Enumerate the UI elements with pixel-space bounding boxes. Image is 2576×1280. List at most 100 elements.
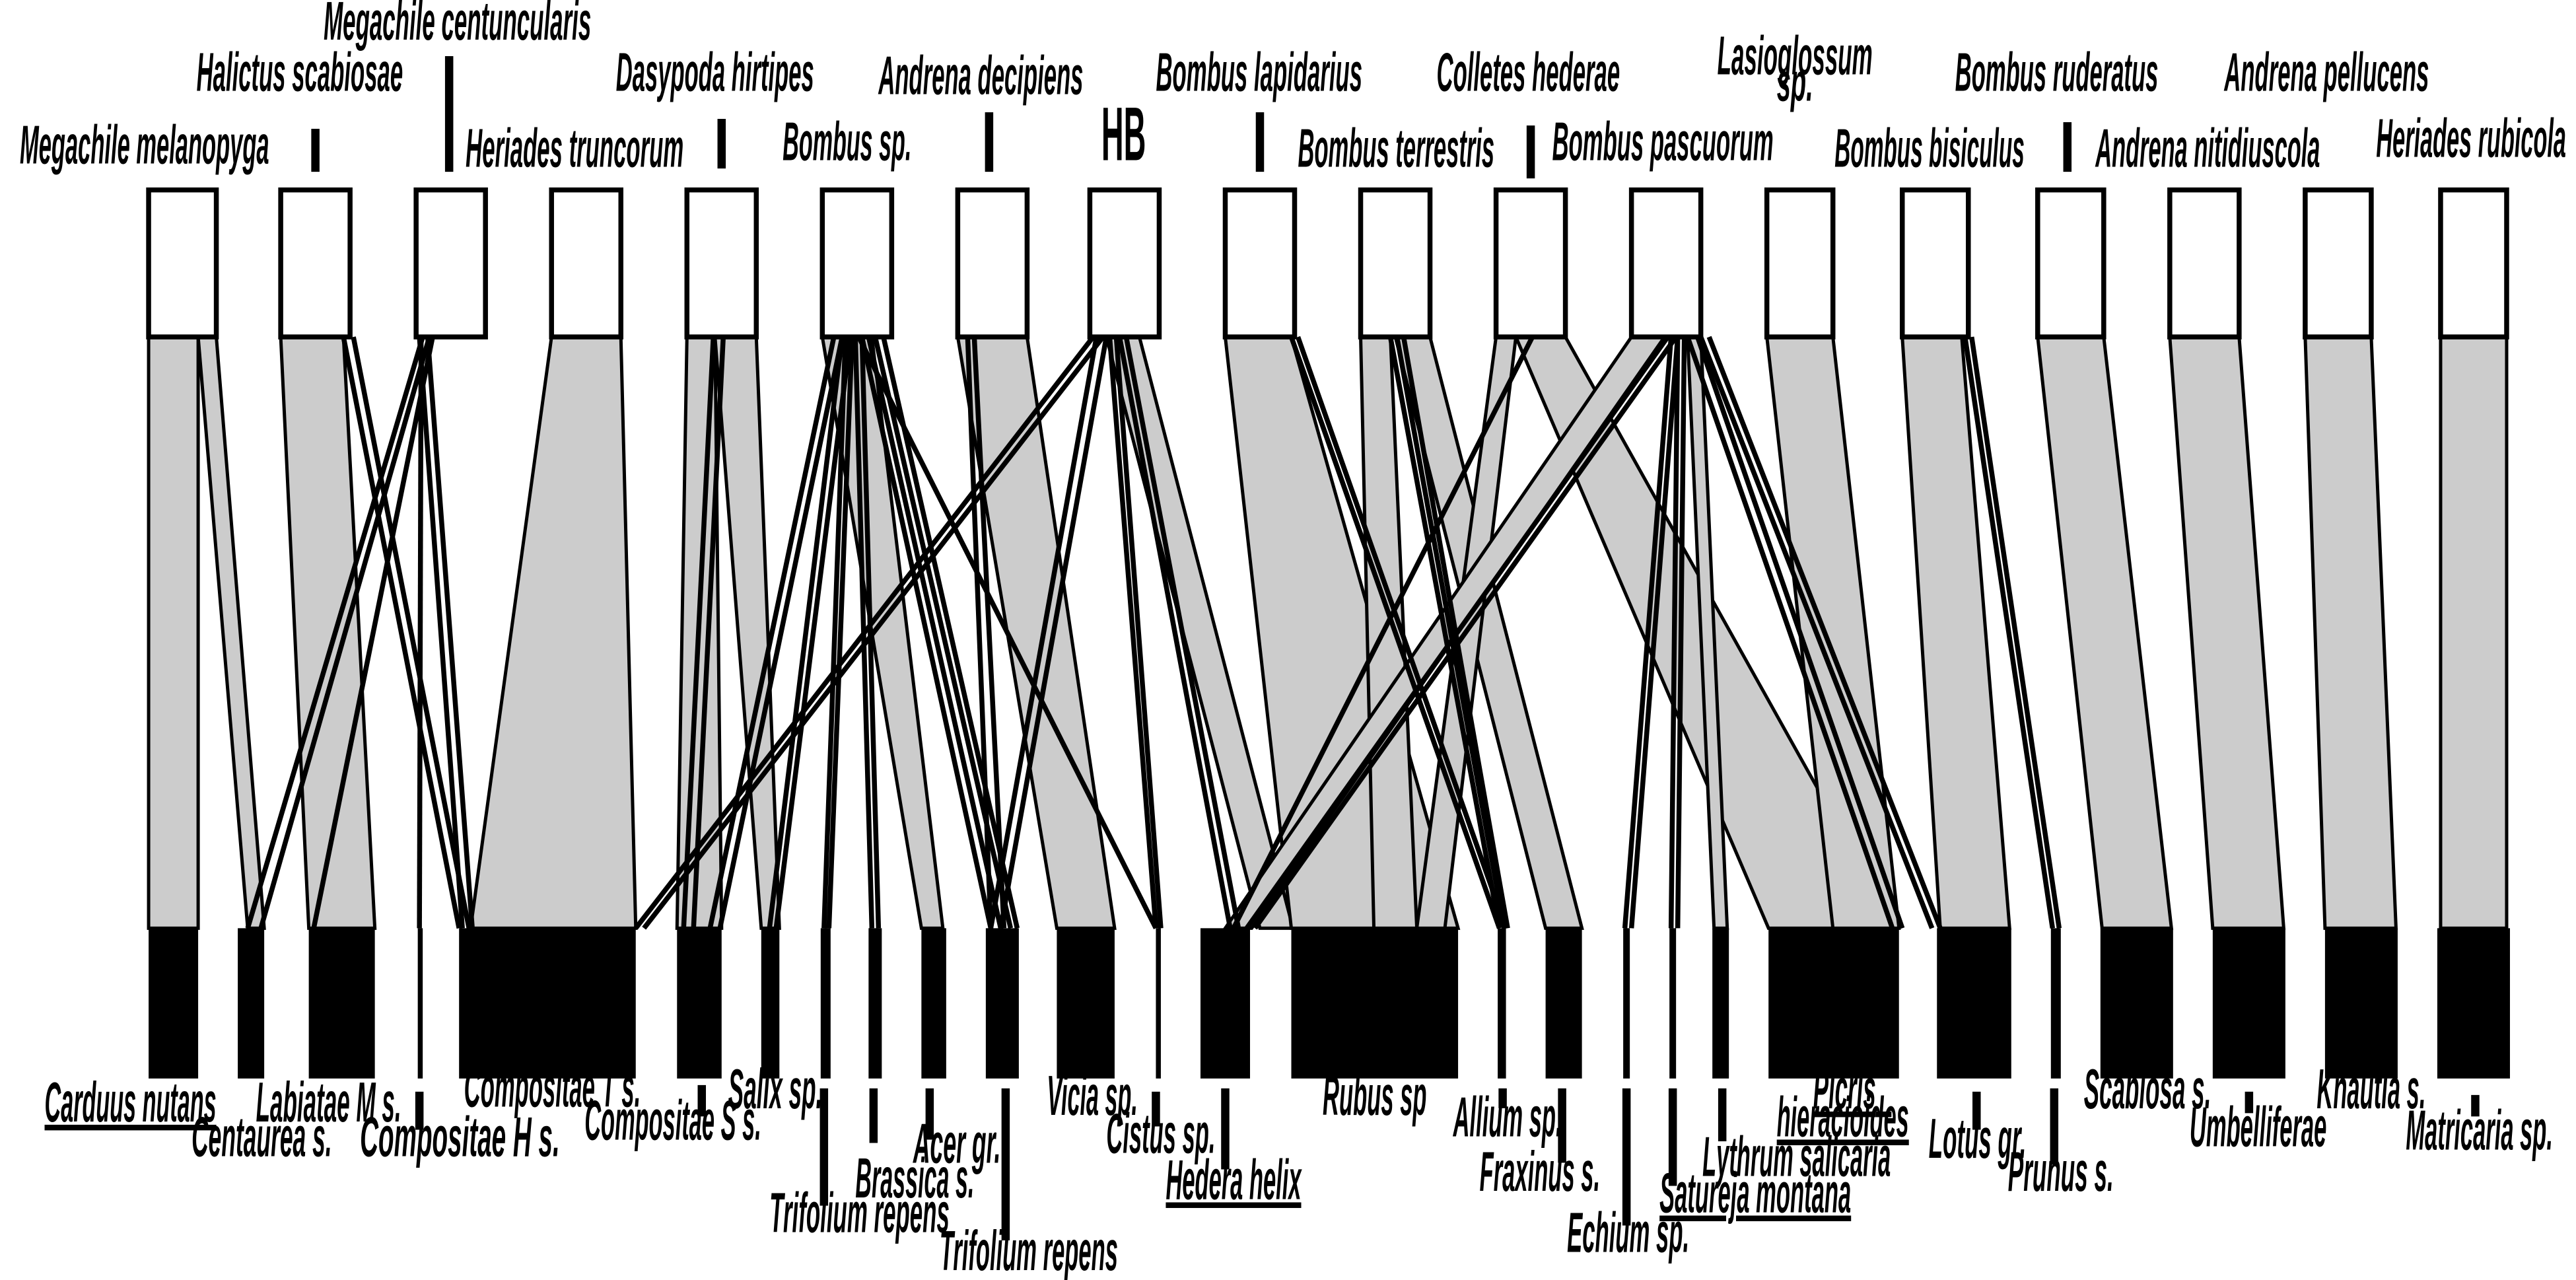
- band-bombus-bisiculus-lotus: [1900, 335, 2011, 930]
- plant-label: Compositae S s.: [584, 1089, 761, 1152]
- plant-label: Rubus sp: [1323, 1065, 1427, 1127]
- plant-label-satureja-montana: Satureja montana: [1659, 1162, 1851, 1225]
- plant-box: [1498, 928, 1506, 1079]
- link: [341, 336, 471, 929]
- link: [1698, 336, 1943, 929]
- pollinator-label: Colletes hederae: [1437, 42, 1620, 103]
- pollinator-label: Bombus terrestris: [1298, 118, 1495, 179]
- pollinator-box: [413, 187, 488, 339]
- plant-label: Labiatae M s.: [256, 1071, 401, 1134]
- plant-box: [2100, 928, 2173, 1079]
- plant-box: [1156, 928, 1161, 1079]
- pollinator-label: Megachile melanopyga: [20, 115, 269, 176]
- pollinator-label: Bombus ruderatus: [1955, 42, 2159, 103]
- plant-box: [2324, 928, 2398, 1079]
- pollinator-box: [146, 187, 219, 339]
- plant-label: Vicia sp.: [1047, 1065, 1138, 1127]
- pollinator-label: Bombus pascuorum: [1552, 112, 1774, 172]
- plant-box: [417, 928, 423, 1079]
- interaction-links: [245, 335, 2062, 930]
- plant-boxes: [149, 928, 2510, 1079]
- link: [821, 336, 855, 929]
- link: [707, 336, 845, 929]
- pollinator-box: [549, 187, 623, 339]
- plant-label: Allium sp.: [1453, 1086, 1562, 1149]
- link: [1244, 335, 1679, 930]
- pollinator-box: [2035, 187, 2106, 339]
- link: [245, 336, 432, 929]
- plant-label: Brassica s.: [855, 1147, 974, 1210]
- plant-box: [820, 928, 831, 1079]
- link: [633, 335, 1105, 930]
- link: [988, 336, 1109, 929]
- pollinator-label: Dasypoda hirtipes: [616, 42, 814, 103]
- plant-box: [1669, 928, 1677, 1079]
- plant-box: [985, 928, 1019, 1079]
- band-andrena-pellucens-knautia: [2303, 335, 2398, 930]
- link: [681, 336, 726, 929]
- plant-box: [2437, 928, 2510, 1079]
- pollinator-label: Heriades truncorum: [466, 118, 683, 179]
- plant-label: Trifolium repens: [769, 1182, 950, 1244]
- pollinator-box: [1358, 187, 1433, 339]
- plant-label-hedera-helix: Hedera helix: [1166, 1149, 1302, 1211]
- pollinator-label-line: Lasioglossum: [1718, 26, 1873, 87]
- link: [417, 337, 424, 929]
- plant-box: [1291, 928, 1459, 1079]
- pollinator-label: Heriades rubicola: [2376, 108, 2566, 169]
- link: [417, 336, 475, 929]
- pollinator-box: [1628, 187, 1704, 339]
- plant-label-picris-hieracioides: Picris hieracioides: [1777, 1058, 1909, 1149]
- pollinator-label: Andrena pellucens: [2224, 42, 2429, 103]
- plant-label: Prunus s.: [2008, 1141, 2114, 1203]
- pollinator-label: Bombus lapidarius: [1156, 42, 1362, 103]
- interaction-bands: [147, 335, 2509, 930]
- plant-box: [1545, 928, 1582, 1079]
- pollinator-label: Andrena decipiens: [878, 46, 1084, 106]
- pollinator-label-lasioglossum: Lasioglossum sp.: [1718, 26, 1888, 113]
- plant-label-line: hieracioides: [1777, 1086, 1909, 1149]
- plant-label: Lythrum salicaria: [1702, 1125, 1891, 1188]
- plant-label: Lotus gr.: [1929, 1108, 2027, 1170]
- pollinator-box: [955, 187, 1030, 339]
- link: [859, 336, 1004, 929]
- link: [1231, 336, 1535, 930]
- plant-label: Compositae H s.: [360, 1106, 560, 1168]
- pollinator-label: Halictus scabiosae: [197, 42, 403, 103]
- plant-box: [459, 928, 636, 1079]
- band-heriades-truncorum-compositae-t: [468, 335, 638, 930]
- band-megachile-melanopyga-centaurea: [196, 335, 266, 930]
- pollinator-boxes: [146, 187, 2509, 339]
- plant-label: Echium sp.: [1567, 1201, 1689, 1264]
- plant-box: [2212, 928, 2285, 1079]
- plant-label: Centaurea s.: [191, 1106, 332, 1168]
- plant-box: [677, 928, 722, 1079]
- plant-label: Umbelliferae: [2190, 1096, 2327, 1158]
- plant-labels: Carduus nutans Centaurea s. Labiatae M s…: [45, 1056, 2553, 1280]
- plant-box: [1057, 928, 1115, 1079]
- pollinator-box: [1899, 187, 1971, 339]
- pollinator-box: [684, 187, 759, 339]
- link: [1668, 337, 1687, 929]
- plant-label: Scabiosa s.: [2084, 1058, 2211, 1121]
- plant-box: [1623, 928, 1630, 1079]
- pollinator-box: [1087, 187, 1162, 339]
- link: [767, 336, 853, 929]
- band-andrena-nitidiuscola-umbelliferae: [2168, 335, 2286, 930]
- plant-box: [921, 928, 946, 1079]
- pollinator-label-hb: HB: [1101, 92, 1146, 177]
- plant-box: [149, 928, 199, 1079]
- plant-box: [1200, 928, 1250, 1079]
- link: [965, 336, 1007, 929]
- band-heriades-rubicola-matricaria: [2439, 335, 2509, 930]
- plant-box: [1937, 928, 2011, 1079]
- pollinator-label: Bombus bisiculus: [1834, 118, 2025, 179]
- pollinator-box: [1764, 187, 1836, 339]
- band-bombus-ruderatus-scabiosa: [2036, 335, 2174, 930]
- plant-label: Acer gr.: [913, 1112, 1000, 1175]
- link: [1117, 336, 1241, 929]
- plant-label: Compositae T s.: [464, 1056, 641, 1119]
- plant-label: Cistus sp.: [1106, 1102, 1215, 1165]
- plant-box: [761, 928, 780, 1079]
- pollinator-label: Megachile centuncularis: [324, 0, 591, 52]
